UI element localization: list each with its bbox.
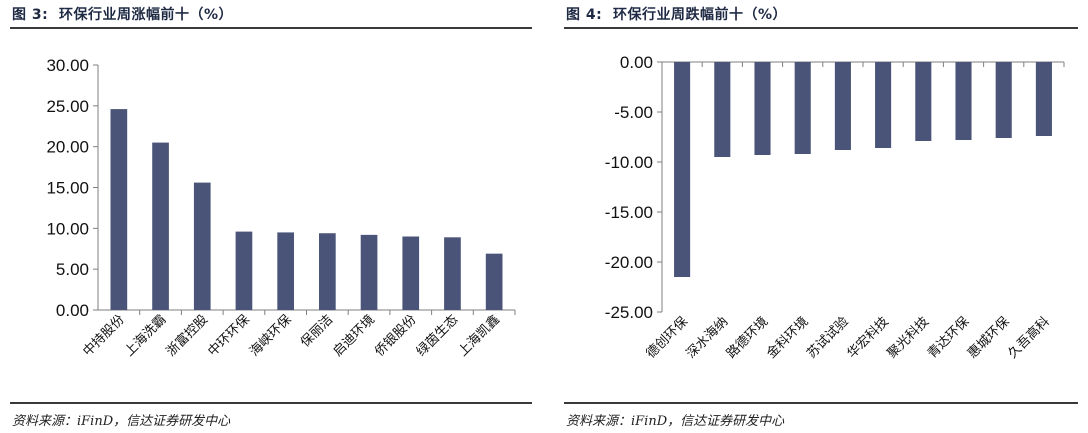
bar bbox=[110, 109, 128, 310]
bar bbox=[995, 62, 1012, 138]
category-label: 上海洗霸 bbox=[122, 312, 169, 359]
bar bbox=[1035, 62, 1052, 136]
category-label: 启迪环境 bbox=[330, 312, 377, 359]
category-label: 青达环保 bbox=[925, 314, 972, 361]
category-label: 久吾高科 bbox=[1005, 314, 1053, 362]
chart-title: 环保行业周涨幅前十（%） bbox=[58, 7, 233, 23]
y-tick-label: 25.00 bbox=[46, 97, 89, 116]
bar bbox=[235, 231, 253, 310]
category-label: 路德环境 bbox=[723, 314, 771, 362]
y-tick-label: 20.00 bbox=[46, 138, 89, 157]
category-label: 金科环境 bbox=[763, 314, 811, 362]
y-tick-label: -5.00 bbox=[614, 103, 653, 122]
y-tick-label: 5.00 bbox=[56, 260, 89, 279]
source-note: 资料来源：iFinD，信达证券研发中心 bbox=[566, 414, 785, 429]
bar bbox=[485, 253, 503, 310]
y-tick-label: -20.00 bbox=[605, 253, 653, 272]
y-tick-label: -15.00 bbox=[605, 203, 653, 222]
top-rule bbox=[10, 27, 532, 29]
bar bbox=[955, 62, 972, 140]
category-label: 苏试试验 bbox=[804, 314, 852, 362]
y-tick-label: 0.00 bbox=[56, 301, 89, 320]
bar bbox=[714, 62, 731, 157]
category-label: 绿茵生态 bbox=[414, 312, 461, 359]
category-label: 上海凯鑫 bbox=[455, 312, 503, 360]
bottom-rule bbox=[10, 402, 532, 404]
chart-panel-losers: 图 4: 环保行业周跌幅前十（%） -25.00 -20.00 -15.00 -10.… bbox=[564, 0, 1078, 433]
category-label: 海峡环保 bbox=[247, 312, 294, 359]
category-label: 深水海纳 bbox=[684, 314, 731, 361]
bar bbox=[794, 62, 811, 154]
bar bbox=[834, 62, 851, 150]
bar bbox=[319, 233, 336, 310]
bar bbox=[360, 234, 378, 310]
bar bbox=[915, 62, 932, 141]
y-tick-label: 0.00 bbox=[620, 53, 653, 72]
bottom-rule bbox=[564, 402, 1078, 404]
chart-panel-gainers: 图 3: 环保行业周涨幅前十（%） 0.00 5.00 10.00 15.00 20.0… bbox=[10, 0, 532, 433]
figure-label: 图 3: bbox=[12, 7, 49, 23]
bar bbox=[674, 62, 691, 277]
category-label: 保丽洁 bbox=[298, 312, 336, 350]
bar bbox=[152, 142, 169, 310]
category-label: 惠城环保 bbox=[965, 314, 1012, 361]
bar bbox=[754, 62, 771, 155]
source-note: 资料来源：iFinD，信达证券研发中心 bbox=[12, 414, 231, 429]
category-label: 中环环保 bbox=[205, 312, 252, 359]
bar bbox=[193, 182, 211, 310]
y-tick-label: 10.00 bbox=[46, 219, 89, 238]
category-label: 侨银股份 bbox=[372, 312, 419, 359]
figure-label: 图 4: bbox=[566, 7, 603, 23]
category-label: 聚光科技 bbox=[885, 314, 932, 361]
bar bbox=[277, 232, 294, 310]
category-label: 浙富控股 bbox=[163, 312, 211, 360]
y-tick-label: 15.00 bbox=[46, 179, 89, 198]
category-label: 华宏科技 bbox=[845, 314, 892, 361]
y-tick-label: -25.00 bbox=[605, 303, 653, 322]
bar bbox=[875, 62, 892, 148]
bar bbox=[402, 236, 420, 310]
bar-chart-losers: -25.00-20.00-15.00-10.00-5.000.00德创环保深水海… bbox=[605, 53, 1065, 362]
top-rule bbox=[564, 27, 1078, 29]
y-tick-label: 30.00 bbox=[46, 56, 89, 75]
figure-title: 图 4: 环保行业周跌幅前十（%） bbox=[566, 4, 787, 24]
figure-title: 图 3: 环保行业周涨幅前十（%） bbox=[12, 4, 233, 24]
bar-chart-gainers: 0.005.0010.0015.0020.0025.0030.00中持股份上海洗… bbox=[46, 56, 516, 360]
bar bbox=[444, 237, 461, 310]
chart-title: 环保行业周跌幅前十（%） bbox=[612, 7, 787, 23]
y-tick-label: -10.00 bbox=[605, 153, 653, 172]
